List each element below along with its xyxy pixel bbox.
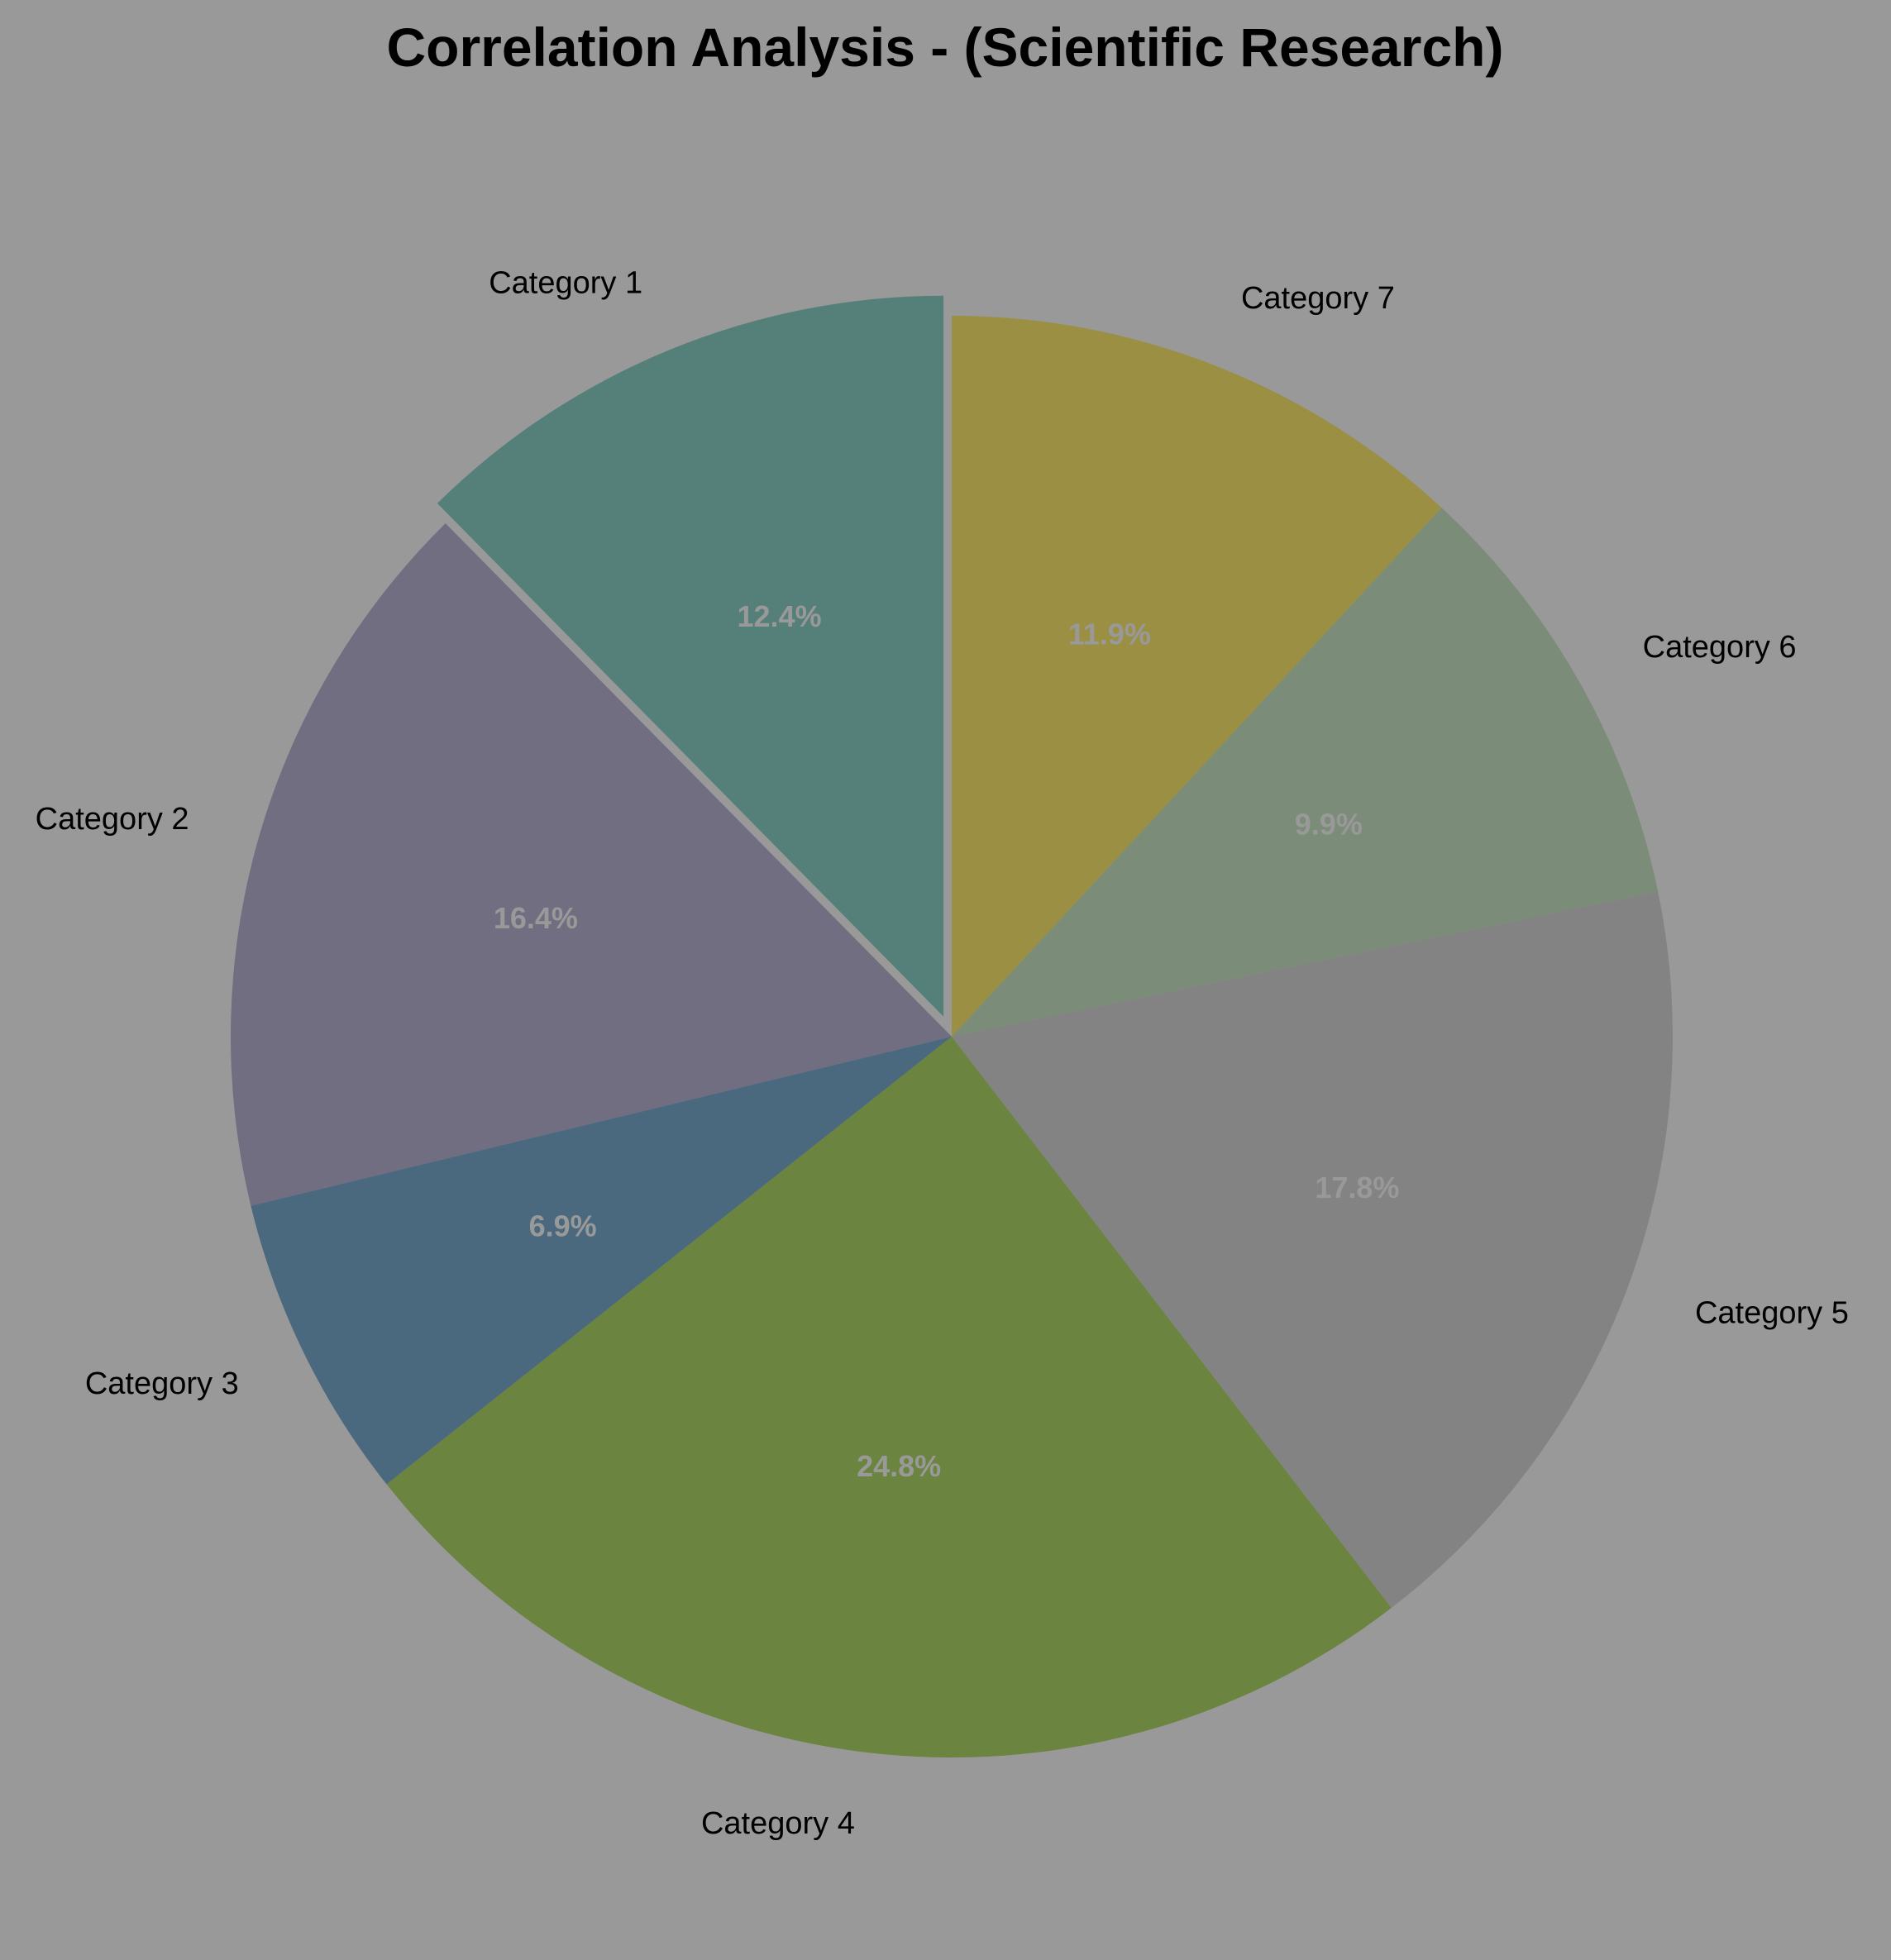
pie-slice-category-3 [251,1037,952,1485]
chart-title: Correlation Analysis - (Scientific Resea… [387,17,1504,78]
category-label-category-4: Category 4 [701,1806,855,1841]
category-labels: Category 1 Category 2 Category 3 Category 4… [36,265,1849,1841]
percent-label-category-3: 6.9% [529,1209,597,1243]
category-label-category-1: Category 1 [489,265,642,300]
percent-label-category-1: 12.4% [738,599,822,633]
pie-slice-category-2 [231,523,952,1206]
percent-label-category-6: 9.9% [1295,808,1363,842]
category-label-category-2: Category 2 [36,802,189,837]
pie-slices [231,295,1674,1757]
category-label-category-3: Category 3 [85,1366,239,1401]
pie-slice-category-4 [386,1037,1392,1757]
category-label-category-6: Category 6 [1643,630,1797,665]
pie-slice-category-6 [952,508,1659,1037]
percent-label-category-2: 16.4% [494,901,578,935]
percent-label-category-7: 11.9% [1068,617,1151,651]
pie-slice-category-7 [952,316,1442,1037]
percent-labels: 12.4% 16.4% 6.9% 24.8% 17.8% 9.9% 11.9% [494,599,1400,1483]
percent-label-category-4: 24.8% [857,1449,941,1483]
category-label-category-7: Category 7 [1241,281,1395,316]
percent-label-category-5: 17.8% [1315,1171,1399,1204]
pie-slice-category-5 [952,891,1674,1609]
category-label-category-5: Category 5 [1695,1296,1849,1331]
pie-slice-category-1 [437,295,944,1017]
